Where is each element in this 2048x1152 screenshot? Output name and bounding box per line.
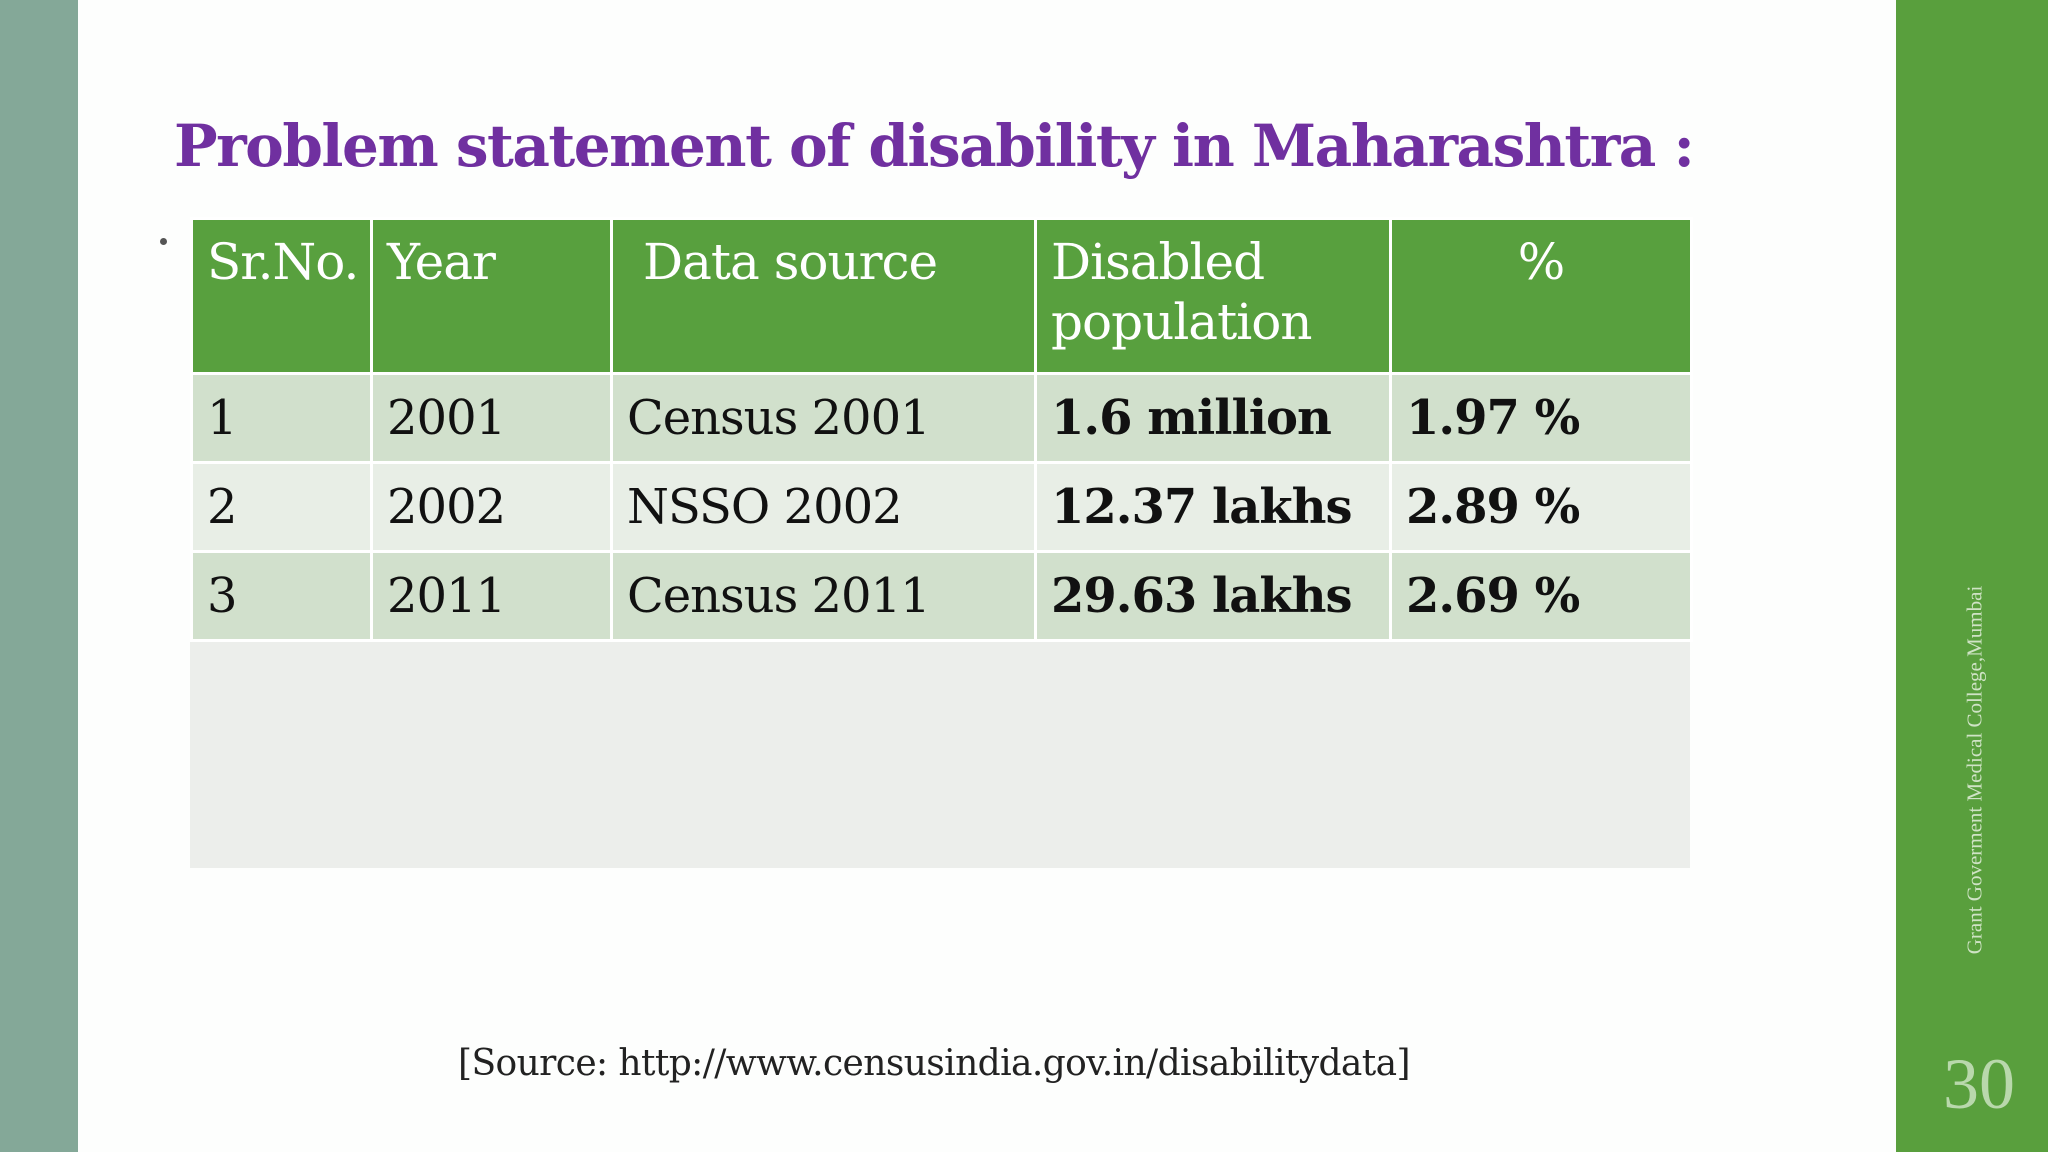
cell-percent: 1.97 %	[1389, 372, 1693, 464]
cell-sr-no: 2	[190, 461, 373, 553]
table-row: 2 2002 NSSO 2002 12.37 lakhs 2.89 %	[190, 461, 1693, 553]
header-sr-no: Sr.No.	[190, 217, 373, 375]
header-disabled-population: Disabled population	[1034, 217, 1392, 375]
source-citation: [Source: http://www.censusindia.gov.in/d…	[458, 1043, 1411, 1084]
cell-sr-no: 1	[190, 372, 373, 464]
table-header-row: Sr.No. Year Data source Disabled populat…	[190, 217, 1693, 375]
disability-data-table: Sr.No. Year Data source Disabled populat…	[190, 217, 1693, 642]
cell-data-source: Census 2011	[610, 550, 1037, 642]
data-table-area: Sr.No. Year Data source Disabled populat…	[190, 217, 1693, 868]
cell-disabled-population: 1.6 million	[1034, 372, 1392, 464]
left-accent-bar	[0, 0, 78, 1152]
cell-year: 2002	[370, 461, 613, 553]
table-row: 3 2011 Census 2011 29.63 lakhs 2.69 %	[190, 550, 1693, 642]
cell-percent: 2.69 %	[1389, 550, 1693, 642]
header-data-source: Data source	[610, 217, 1037, 375]
cell-year: 2011	[370, 550, 613, 642]
cell-data-source: Census 2001	[610, 372, 1037, 464]
cell-disabled-population: 29.63 lakhs	[1034, 550, 1392, 642]
bullet-dot	[160, 238, 167, 245]
table-row: 1 2001 Census 2001 1.6 million 1.97 %	[190, 372, 1693, 464]
cell-year: 2001	[370, 372, 613, 464]
slide-number: 30	[1943, 1044, 2015, 1124]
right-accent-panel	[1896, 0, 2048, 1152]
cell-percent: 2.89 %	[1389, 461, 1693, 553]
footer-college-name: Grant Goverment Medical College,Mumbai	[1962, 585, 1987, 955]
slide-title: Problem statement of disability in Mahar…	[174, 112, 1695, 180]
header-percent: %	[1389, 217, 1693, 375]
cell-sr-no: 3	[190, 550, 373, 642]
cell-disabled-population: 12.37 lakhs	[1034, 461, 1392, 553]
header-year: Year	[370, 217, 613, 375]
cell-data-source: NSSO 2002	[610, 461, 1037, 553]
